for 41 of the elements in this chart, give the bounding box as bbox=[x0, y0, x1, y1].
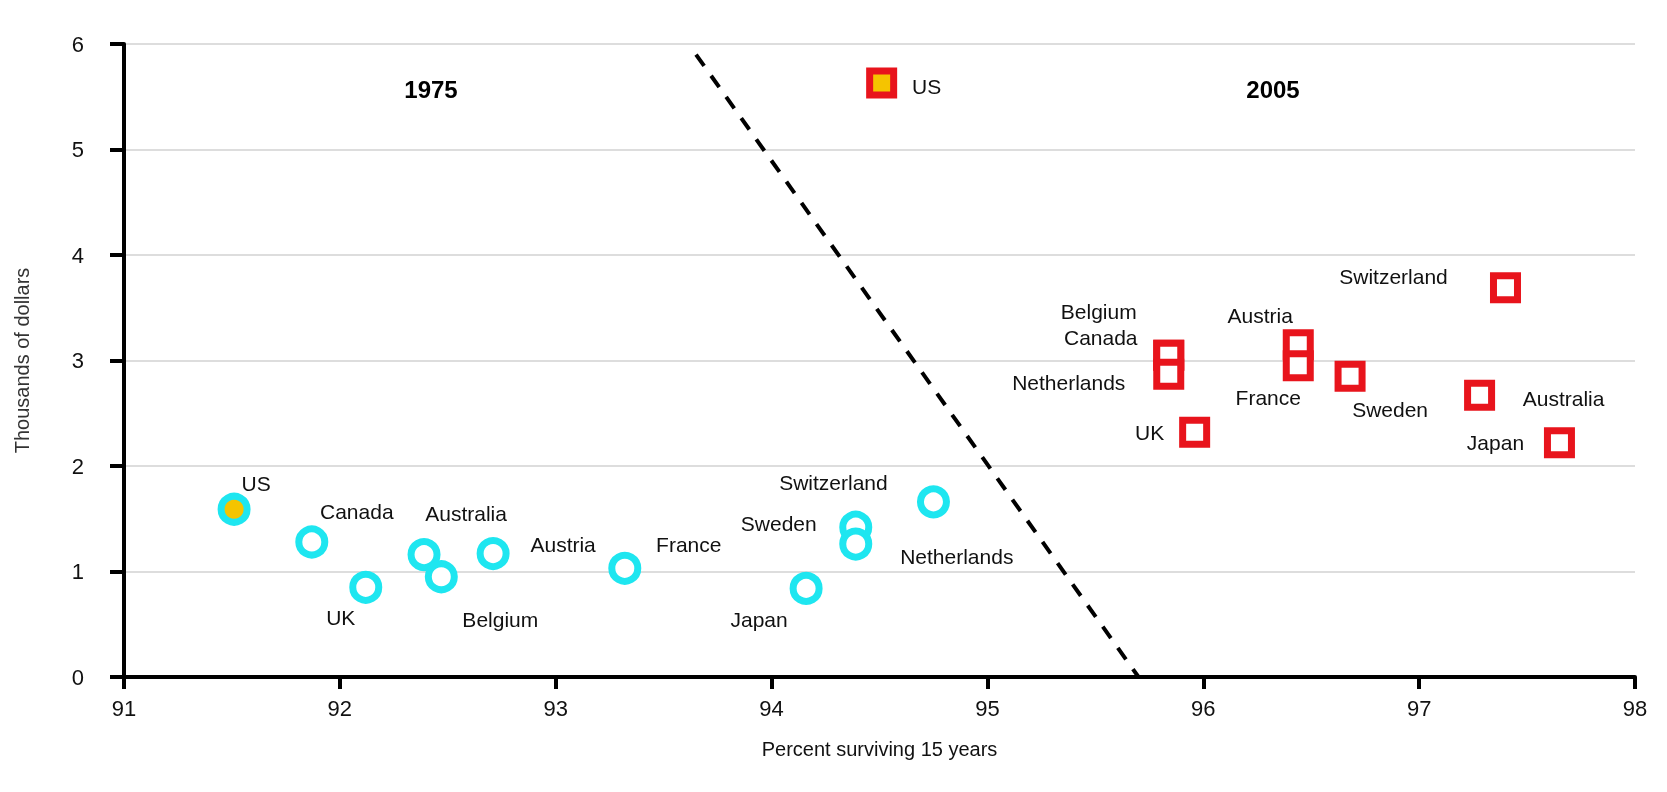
annotation: France bbox=[656, 532, 722, 556]
annotation: Australia bbox=[1522, 386, 1605, 410]
annotation: Canada bbox=[320, 500, 394, 524]
annotation: Sweden bbox=[1352, 397, 1429, 421]
annotation: UK bbox=[326, 605, 356, 629]
y-axis-title: Thousands of dollars bbox=[11, 267, 33, 454]
annotation: 1975 bbox=[404, 75, 458, 103]
annotation: UK bbox=[1135, 420, 1165, 444]
x-tick-label: 98 bbox=[1622, 695, 1648, 721]
x-tick-label: 92 bbox=[327, 695, 353, 721]
y-tick-label: 4 bbox=[71, 242, 84, 268]
y-tick-label: 5 bbox=[71, 137, 84, 162]
annotation: Japan bbox=[730, 607, 788, 631]
annotation: Belgium bbox=[462, 608, 539, 632]
x-tick-label: 96 bbox=[1191, 695, 1216, 721]
annotation: Belgium bbox=[1060, 299, 1137, 323]
x-tick-label: 93 bbox=[543, 695, 568, 721]
y-tick-label: 0 bbox=[71, 664, 84, 690]
annotation: Netherlands bbox=[900, 544, 1014, 568]
x-tick-label: 91 bbox=[111, 695, 137, 721]
y-tick-label: 2 bbox=[71, 453, 84, 479]
annotation: Japan bbox=[1466, 431, 1525, 455]
annotation: France bbox=[1235, 386, 1301, 410]
annotation: 2005 bbox=[1246, 75, 1300, 103]
y-tick-label: 6 bbox=[71, 31, 84, 57]
x-axis-title: Percent surviving 15 years bbox=[761, 738, 998, 760]
x-tick-label: 94 bbox=[759, 695, 784, 721]
annotation: Austria bbox=[1227, 304, 1294, 328]
y-tick-label: 3 bbox=[71, 348, 84, 373]
x-tick-label: 95 bbox=[975, 695, 1000, 721]
annotation: Netherlands bbox=[1012, 370, 1126, 394]
annotation: Switzerland bbox=[1339, 265, 1448, 289]
x-tick-label: 97 bbox=[1406, 695, 1432, 721]
annotation: Austria bbox=[530, 533, 597, 557]
annotation: Switzerland bbox=[779, 471, 888, 495]
annotation: Canada bbox=[1063, 325, 1138, 349]
annotation: Australia bbox=[425, 502, 508, 526]
annotation: Sweden bbox=[740, 511, 817, 535]
annotation: US bbox=[912, 74, 942, 98]
y-tick-label: 1 bbox=[71, 559, 84, 584]
annotation: US bbox=[241, 471, 271, 495]
